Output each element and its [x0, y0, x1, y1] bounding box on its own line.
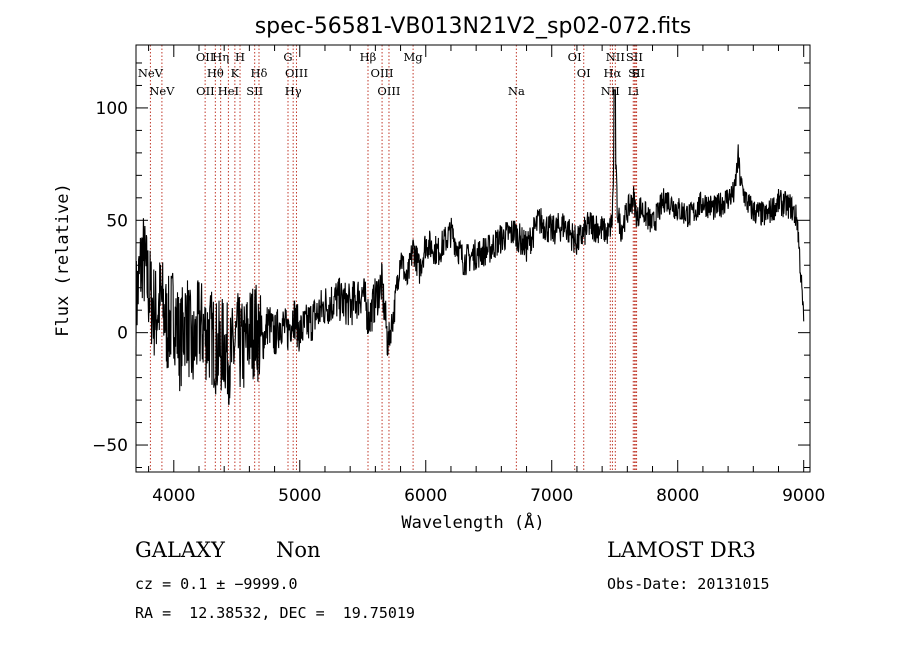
line-label-Hα: Hα: [604, 66, 622, 80]
line-label-S: S: [632, 66, 640, 80]
line-label-Hη: Hη: [212, 50, 229, 64]
object-class: GALAXY: [135, 538, 225, 562]
line-label-Na: Na: [508, 84, 525, 98]
line-label-Hγ: Hγ: [285, 84, 302, 98]
line-label-OIII: OIII: [377, 84, 400, 98]
x-axis-label: Wavelength (Å): [401, 511, 544, 533]
line-label-K: K: [231, 66, 240, 80]
line-label-Hβ: Hβ: [360, 50, 377, 64]
survey-name: LAMOST DR3: [607, 538, 756, 562]
x-tick-label-7000: 7000: [530, 486, 573, 506]
line-label-SII: SII: [246, 84, 263, 98]
line-label-OI: OI: [568, 50, 582, 64]
line-label-NeV: NeV: [149, 84, 175, 98]
line-label-G: G: [283, 50, 292, 64]
line-label-Li: Li: [628, 84, 640, 98]
y-tick-label-100: 100: [96, 99, 128, 119]
object-subclass: Non: [276, 538, 321, 562]
line-label-OI: OI: [577, 66, 591, 80]
y-tick-label--50: −50: [92, 436, 128, 456]
x-tick-label-6000: 6000: [404, 486, 447, 506]
x-tick-label-5000: 5000: [278, 486, 321, 506]
redshift-cz: cz = 0.1 ± −9999.0: [135, 575, 298, 593]
x-tick-label-9000: 9000: [782, 486, 825, 506]
x-tick-label-8000: 8000: [656, 486, 699, 506]
ra-dec-coordinates: RA = 12.38532, DEC = 19.75019: [135, 604, 415, 622]
observation-date: Obs-Date: 20131015: [607, 575, 770, 593]
axis-ticks: 4000 5000 6000 7000 8000 9000 −50 0 50 100: [92, 45, 825, 506]
y-axis-label: Flux (relative): [53, 183, 73, 337]
line-label-NeV: NeV: [138, 66, 164, 80]
line-label-SII: SII: [628, 66, 645, 80]
line-label-Hδ: Hδ: [251, 66, 268, 80]
line-label-HeI: HeI: [218, 84, 239, 98]
line-label-OII: OII: [196, 84, 215, 98]
line-label-OII: OII: [196, 50, 215, 64]
line-label-Hθ: Hθ: [207, 66, 224, 80]
x-tick-label-4000: 4000: [152, 486, 195, 506]
line-label-NII: NII: [601, 84, 620, 98]
line-label-Mg: Mg: [404, 50, 424, 64]
line-label-NII: NII: [606, 50, 625, 64]
plot-frame: [135, 44, 811, 473]
y-tick-label-0: 0: [117, 324, 128, 344]
line-label-H: H: [235, 50, 245, 64]
y-tick-label-50: 50: [106, 211, 128, 231]
spectrum-series-line: [135, 89, 805, 406]
line-label-OIII: OIII: [371, 66, 394, 80]
line-label-SII: SII: [626, 50, 643, 64]
chart-title: spec-56581-VB013N21V2_sp02-072.fits: [255, 14, 692, 39]
emission-line-markers: [149, 45, 638, 472]
line-label-OIII: OIII: [285, 66, 308, 80]
